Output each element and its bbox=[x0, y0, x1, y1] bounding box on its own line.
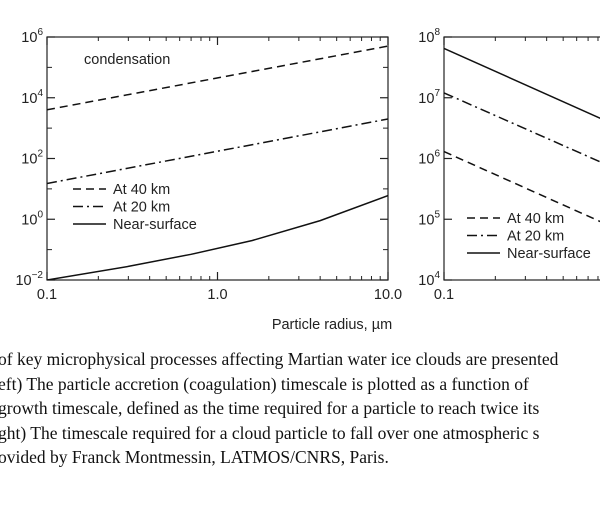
legend-label: At 40 km bbox=[113, 182, 170, 198]
series-line-at-20-km bbox=[444, 92, 600, 163]
x-tick-label: 0.1 bbox=[37, 287, 57, 303]
y-tick-label: 104 bbox=[418, 270, 440, 289]
y-tick-label: 105 bbox=[418, 209, 440, 228]
y-tick-label: 100 bbox=[21, 209, 43, 228]
series-line-at-20-km bbox=[47, 118, 388, 185]
condensation-annotation: condensation bbox=[84, 52, 170, 68]
y-tick-label: 107 bbox=[418, 88, 440, 107]
legend-label: At 20 km bbox=[113, 200, 170, 216]
legend-label: At 20 km bbox=[507, 229, 564, 245]
legend-label: Near-surface bbox=[113, 217, 197, 233]
legend-label: At 40 km bbox=[507, 211, 564, 227]
series-group bbox=[47, 45, 388, 280]
caption-line: ght) The timescale required for a cloud … bbox=[0, 422, 540, 443]
y-tick-label: 106 bbox=[21, 27, 43, 46]
series-group bbox=[444, 47, 600, 223]
legend-label: Near-surface bbox=[507, 246, 591, 262]
y-tick-label: 108 bbox=[418, 27, 440, 46]
series-line-near-surface bbox=[47, 194, 388, 280]
caption-line: of key microphysical processes affecting… bbox=[0, 349, 559, 369]
y-tick-label: 106 bbox=[418, 149, 440, 168]
series-line-near-surface bbox=[444, 47, 600, 120]
left-panel: 0.1 1.0 10.0 10−2 100 102 104 106 condensation At… bbox=[15, 27, 402, 303]
y-tick-label: 102 bbox=[21, 149, 43, 168]
x-tick-label: 0.1 bbox=[434, 287, 454, 303]
caption-line: growth timescale, defined as the time re… bbox=[0, 398, 540, 418]
series-line-at-40-km bbox=[47, 45, 388, 111]
y-tick-label: 10−2 bbox=[15, 270, 43, 289]
caption-line: eft) The particle accretion (coagulation… bbox=[0, 373, 529, 394]
figure-caption: of key microphysical processes affecting… bbox=[0, 347, 600, 470]
y-tick-label: 104 bbox=[21, 88, 43, 107]
x-axis-label: Particle radius, µm bbox=[272, 317, 392, 333]
figure: 0.1 1.0 10.0 10−2 100 102 104 106 condensation At… bbox=[15, 27, 600, 333]
caption-line: ovided by Franck Montmessin, LATMOS/CNRS… bbox=[0, 447, 389, 467]
x-tick-label: 1.0 bbox=[207, 287, 227, 303]
plot-frame bbox=[46, 36, 389, 281]
x-tick-label: 10.0 bbox=[374, 287, 402, 303]
